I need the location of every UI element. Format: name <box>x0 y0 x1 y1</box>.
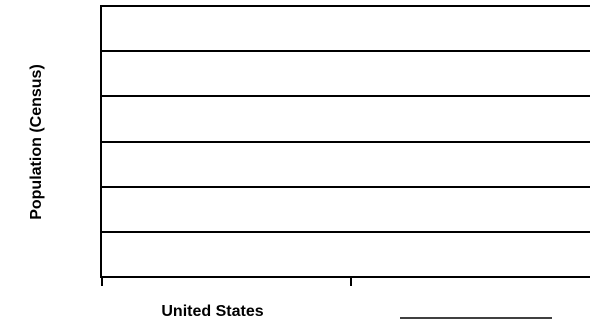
plot-frame <box>100 5 590 278</box>
gridlines <box>100 50 590 233</box>
y-axis-label: Population (Census) <box>28 64 45 220</box>
x-tick-label: United States <box>161 303 263 320</box>
x-ticks <box>101 277 352 286</box>
x-tick-labels: United States <box>161 303 552 320</box>
